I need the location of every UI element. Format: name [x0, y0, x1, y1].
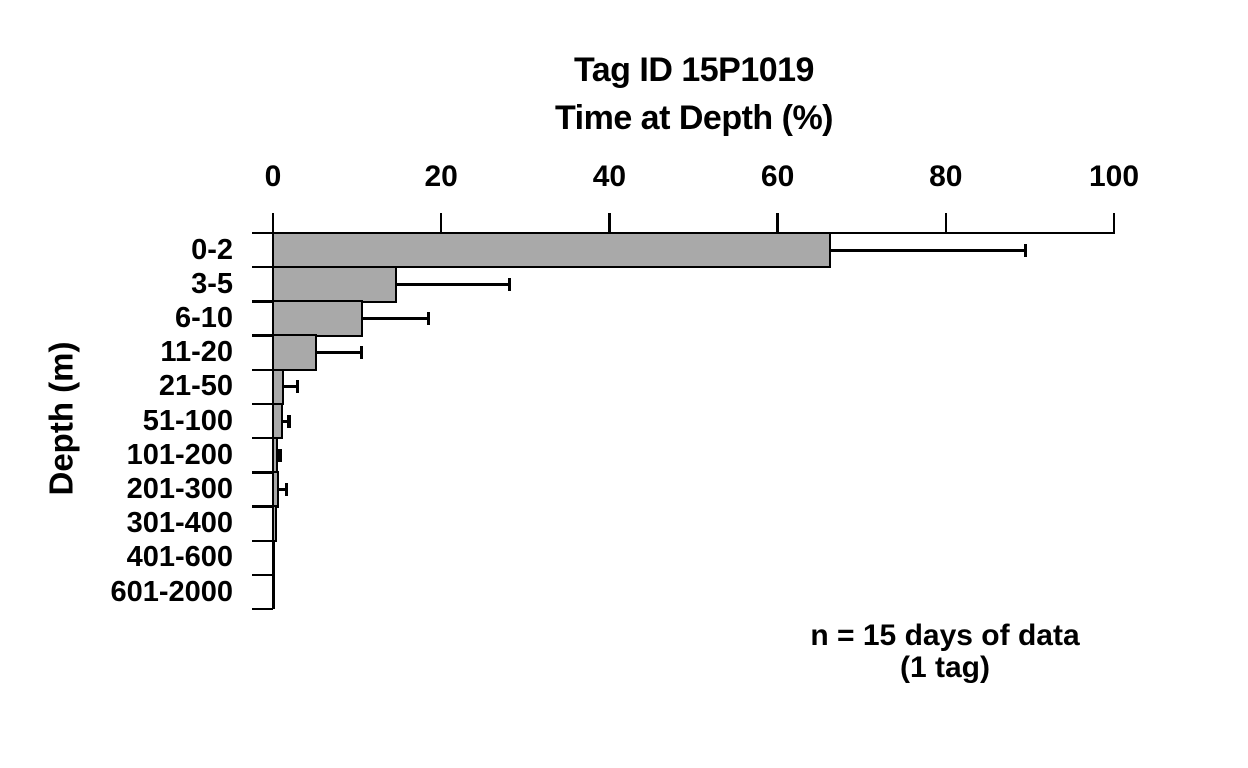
x-tick-label: 20	[424, 160, 458, 193]
x-tick	[776, 213, 779, 233]
error-bar-cap	[284, 483, 289, 496]
x-tick	[1112, 213, 1116, 233]
bar	[271, 505, 277, 543]
error-bar-cap	[295, 380, 300, 394]
y-tick	[252, 402, 273, 406]
error-bar-line	[315, 351, 362, 355]
bar	[271, 300, 363, 337]
y-tick	[252, 471, 273, 474]
error-bar-cap	[426, 312, 431, 325]
error-bar-cap	[1023, 243, 1028, 257]
bar	[271, 265, 398, 303]
category-label: 11-20	[160, 336, 233, 369]
category-label: 301-400	[126, 507, 233, 540]
category-label: 101-200	[126, 438, 233, 471]
x-tick	[944, 213, 948, 233]
annotation-sample-size: n = 15 days of data	[810, 619, 1080, 652]
y-tick	[252, 607, 273, 611]
category-label: 6-10	[174, 302, 233, 334]
error-bar-cap	[359, 346, 364, 360]
y-tick	[252, 231, 273, 235]
x-tick	[608, 213, 611, 233]
error-bar-line	[361, 317, 429, 320]
x-tick-label: 60	[760, 160, 795, 193]
error-bar-cap	[287, 414, 291, 428]
y-tick	[252, 573, 273, 577]
y-tick	[252, 265, 273, 269]
error-bar-line	[283, 385, 298, 389]
x-tick	[271, 213, 275, 233]
error-bar-cap	[278, 448, 282, 462]
y-tick	[252, 505, 273, 508]
x-tick	[439, 213, 443, 233]
error-bar-line	[278, 488, 287, 491]
x-tick-label: 100	[1088, 160, 1140, 193]
error-bar-line	[829, 248, 1026, 252]
category-label: 51-100	[142, 404, 233, 437]
x-tick-label: 80	[929, 160, 963, 193]
category-label: 3-5	[191, 267, 233, 300]
x-tick-label: 0	[264, 160, 282, 193]
category-label: 0-2	[191, 233, 233, 266]
x-tick-label: 40	[592, 160, 627, 193]
chart-subtitle: Time at Depth (%)	[554, 99, 834, 137]
y-tick	[252, 334, 273, 337]
y-tick	[252, 368, 273, 372]
category-label: 401-600	[126, 541, 233, 574]
y-tick	[252, 436, 273, 440]
error-bar-line	[281, 419, 289, 423]
error-bar-line	[395, 282, 510, 286]
bar	[271, 334, 318, 372]
category-label: 201-300	[126, 473, 233, 505]
y-tick	[252, 300, 273, 303]
category-label: 21-50	[158, 370, 233, 403]
chart-title: Tag ID 15P1019	[574, 51, 814, 89]
category-label: 601-2000	[110, 575, 233, 608]
y-tick	[252, 539, 273, 543]
annotation-tag-count: (1 tag)	[900, 651, 990, 684]
error-bar-cap	[507, 277, 512, 291]
bar	[271, 231, 831, 269]
